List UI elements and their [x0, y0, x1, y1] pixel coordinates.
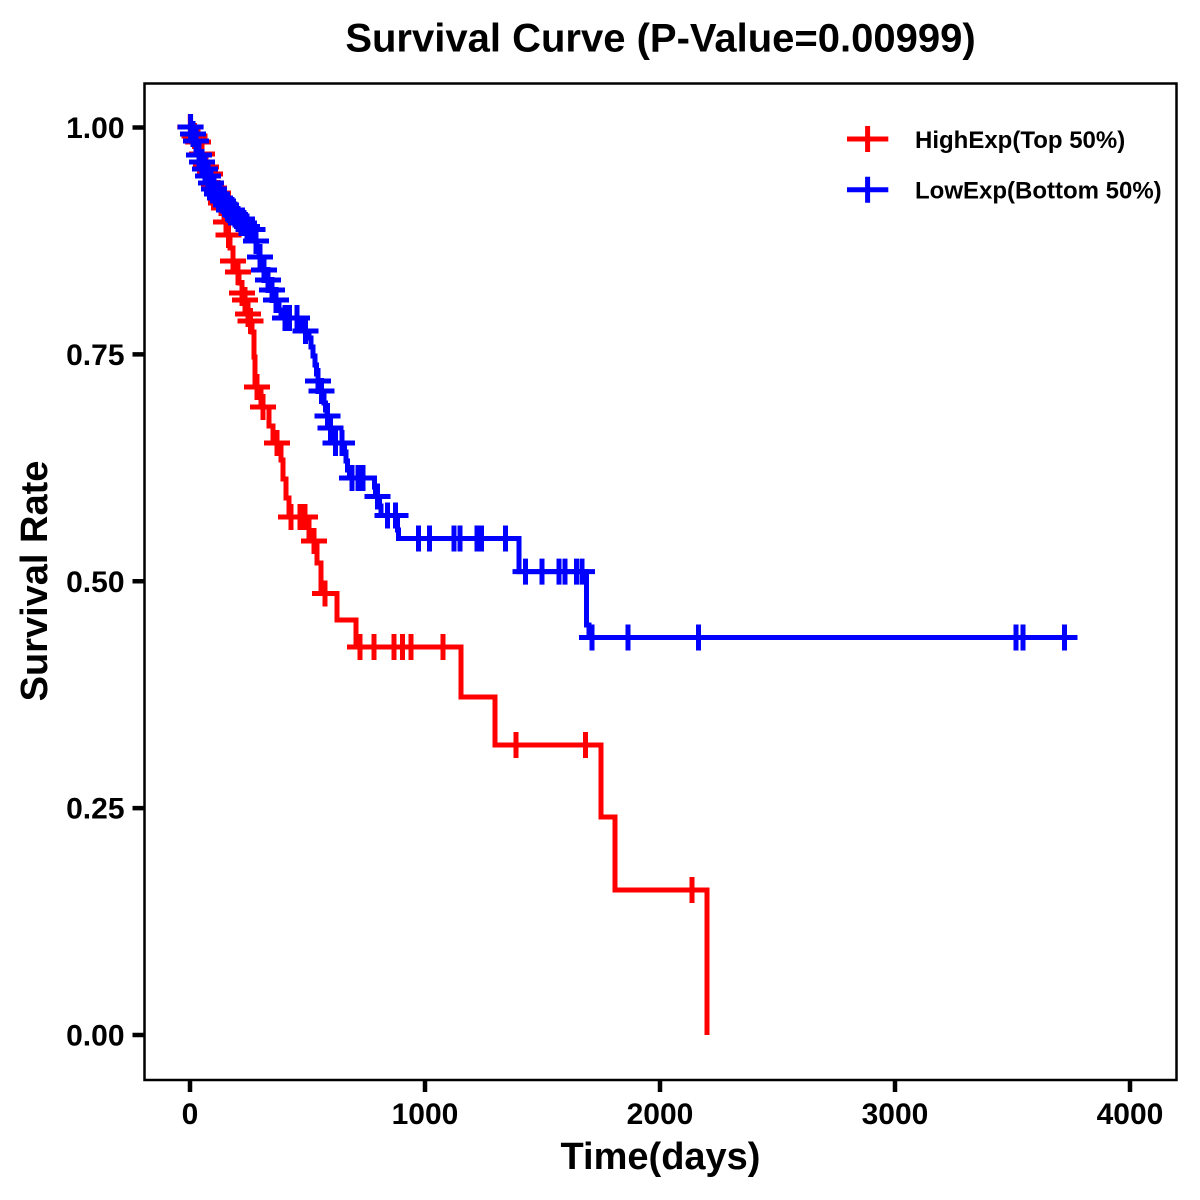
- svg-text:HighExp(Top 50%): HighExp(Top 50%): [915, 127, 1125, 154]
- svg-text:2000: 2000: [627, 1098, 694, 1131]
- svg-text:0.50: 0.50: [66, 566, 124, 599]
- svg-text:0.75: 0.75: [66, 339, 124, 372]
- svg-text:1000: 1000: [392, 1098, 459, 1131]
- svg-text:4000: 4000: [1097, 1098, 1164, 1131]
- svg-text:Time(days): Time(days): [561, 1136, 761, 1178]
- svg-text:0.25: 0.25: [66, 793, 124, 826]
- svg-text:Survival Curve (P-Value=0.0099: Survival Curve (P-Value=0.00999): [345, 17, 975, 61]
- svg-text:3000: 3000: [862, 1098, 929, 1131]
- svg-text:0: 0: [182, 1098, 199, 1131]
- svg-text:LowExp(Bottom 50%): LowExp(Bottom 50%): [915, 178, 1162, 205]
- svg-text:0.00: 0.00: [66, 1020, 124, 1053]
- svg-text:Survival Rate: Survival Rate: [14, 461, 56, 702]
- svg-text:1.00: 1.00: [66, 112, 124, 145]
